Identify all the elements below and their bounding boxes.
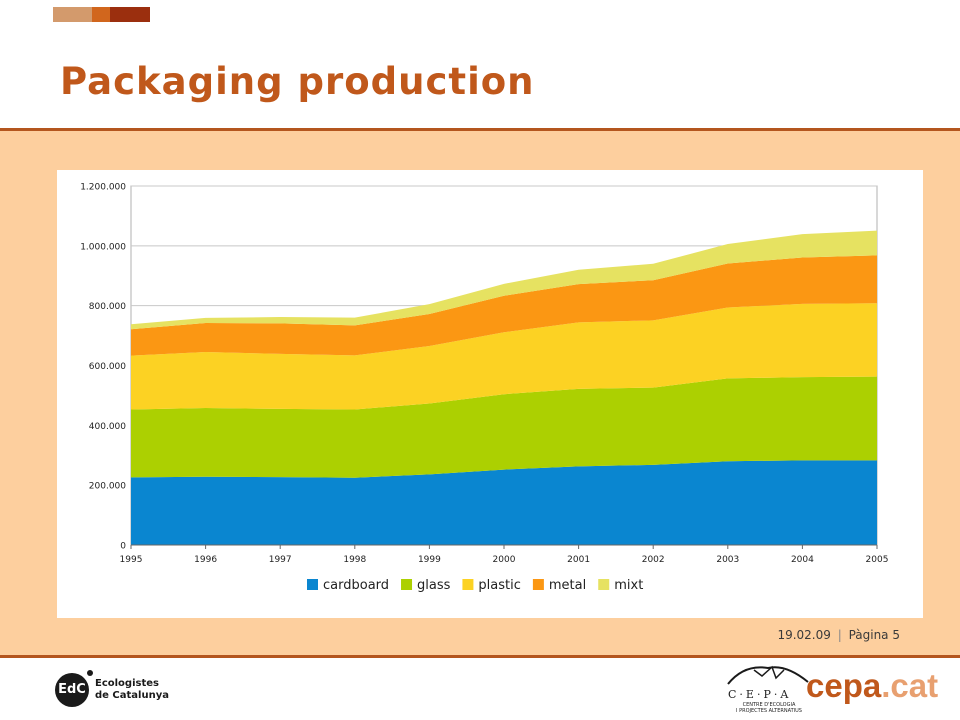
y-tick-label: 600.000 (89, 362, 126, 372)
x-tick-label: 2003 (716, 555, 739, 565)
y-tick-label: 1.000.000 (80, 242, 126, 252)
area-plastic (131, 303, 877, 410)
edc-name-line1: Ecologistes (95, 678, 159, 689)
legend-swatch-plastic (462, 579, 474, 590)
x-tick-label: 1997 (269, 555, 292, 565)
x-tick-label: 2000 (493, 555, 516, 565)
area-metal (131, 255, 877, 356)
edc-name: Ecologistes de Catalunya (95, 678, 195, 702)
x-tick-label: 1995 (120, 555, 143, 565)
area-glass (131, 376, 877, 478)
legend-swatch-cardboard (307, 579, 318, 590)
footer-page-number: Pàgina 5 (848, 628, 900, 642)
cepa-logo: C·E·P·A CENTRE D'ECOLOGIA I PROJECTES AL… (724, 662, 814, 718)
legend-label-glass: glass (417, 578, 451, 593)
edc-mark: EdC (55, 673, 89, 707)
y-tick-label: 0 (120, 542, 126, 552)
bottom-rule (0, 655, 960, 658)
x-tick-label: 1999 (418, 555, 441, 565)
edc-name-line2: de Catalunya (95, 690, 169, 701)
packaging-area-chart: 0 200.000 400.000 600.000 800.000 1.000.000 1.… (80, 183, 889, 594)
legend-swatch-metal (532, 579, 544, 590)
x-tick-label: 2001 (567, 555, 590, 565)
y-tick-label: 1.200.000 (80, 183, 126, 193)
cepa-subtitle: CENTRE D'ECOLOGIA I PROJECTES ALTERNATIU… (724, 702, 814, 714)
edc-logo: EdC Ecologistes de Catalunya (55, 670, 195, 710)
footer-date-page: 19.02.09 | Pàgina 5 (777, 628, 900, 642)
y-tick-label: 400.000 (89, 422, 126, 432)
x-tick-label: 1996 (194, 555, 217, 565)
slide-title: Packaging production (60, 60, 535, 103)
legend-label-mixt: mixt (614, 578, 643, 593)
accent-bar-mid (92, 7, 110, 22)
area-cardboard (131, 460, 877, 545)
cepacat-logo: cepa.cat (806, 667, 938, 705)
top-rule (0, 128, 960, 131)
y-tick-label: 200.000 (89, 482, 126, 492)
legend-swatch-mixt (598, 579, 610, 590)
butterfly-icon (727, 665, 809, 685)
y-tick-label: 800.000 (89, 302, 126, 312)
accent-bar-dark (110, 7, 150, 22)
legend-swatch-glass (401, 579, 413, 590)
cepa-subtitle-line2: I PROJECTES ALTERNATIUS (736, 708, 802, 714)
x-tick-label: 2004 (791, 555, 814, 565)
footer-date: 19.02.09 (777, 628, 831, 642)
accent-bar-light (53, 7, 92, 22)
legend-label-cardboard: cardboard (323, 578, 389, 593)
cepacat-tld: .cat (881, 667, 939, 704)
area-mixt (131, 230, 877, 330)
x-tick-label: 2005 (866, 555, 889, 565)
cepa-subtitle-line1: CENTRE D'ECOLOGIA (742, 702, 796, 708)
x-tick-label: 1998 (343, 555, 366, 565)
legend-label-metal: metal (549, 578, 586, 593)
cepacat-main: cepa (806, 667, 882, 704)
footer-separator: | (837, 628, 842, 642)
x-tick-label: 2002 (642, 555, 665, 565)
legend-label-plastic: plastic (478, 578, 520, 593)
cepa-letters: C·E·P·A (728, 688, 792, 701)
chart-panel: 0 200.000 400.000 600.000 800.000 1.000.000 1.… (57, 170, 923, 618)
edc-dot-icon (87, 670, 93, 676)
